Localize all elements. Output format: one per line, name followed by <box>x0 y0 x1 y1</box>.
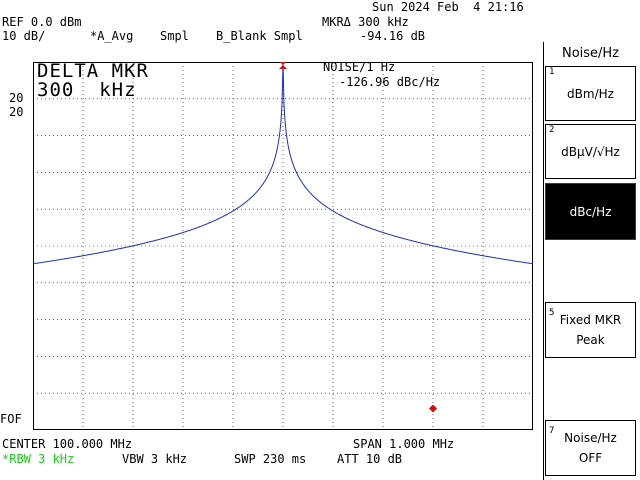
softkey-number: 1 <box>549 67 555 77</box>
spectrum-trace <box>33 62 533 265</box>
softkey-label: Fixed MKR Peak <box>559 313 622 347</box>
softkey-dbm-hz[interactable]: 1 dBm/Hz <box>545 66 636 121</box>
attenuation: ATT 10 dB <box>337 452 403 466</box>
graticule-grid <box>33 62 533 430</box>
rbw: *RBW 3 kHz <box>2 452 75 466</box>
trace-a-status: *A_Avg <box>90 29 134 43</box>
datetime: Sun 2024 Feb 4 21:16 <box>372 0 524 14</box>
trace-a-mode: Smpl <box>160 29 189 43</box>
peak-marker-shape <box>279 62 287 69</box>
delta-marker-icon <box>429 404 437 413</box>
delta-marker-title: DELTA MKR <box>37 60 149 82</box>
softkey-number: 2 <box>549 125 555 135</box>
noise-value: -126.96 dBc/Hz <box>339 75 441 89</box>
softkey-noise-off[interactable]: 7 Noise/Hz OFF <box>545 420 636 476</box>
marker-delta-label: MKRΔ 300 kHz <box>322 15 409 29</box>
scale-per-div: 10 dB/ <box>2 29 46 43</box>
noise-label: NOISE/1 Hz <box>323 60 396 74</box>
span: SPAN 1.000 MHz <box>353 437 455 451</box>
softkey-label: dBµV/√Hz <box>561 144 620 159</box>
softkey-number: 5 <box>549 308 555 318</box>
softkey-menu-title: Noise/Hz <box>561 46 620 61</box>
softkey-fixed-mkr-peak[interactable]: 5 Fixed MKR Peak <box>545 302 636 358</box>
softkey-dbc-hz[interactable]: dBc/Hz <box>545 183 636 240</box>
peak-marker-icon <box>279 62 287 69</box>
left-ref-label-b: 20 <box>9 105 24 119</box>
marker-delta-value: -94.16 dB <box>360 29 426 43</box>
left-fof-label: FOF <box>0 412 22 426</box>
softkey-label: dBc/Hz <box>569 204 612 219</box>
spectrum-display[interactable] <box>33 62 533 430</box>
trace-b-status: B_Blank Smpl <box>216 29 303 43</box>
softkey-label: dBm/Hz <box>567 86 614 101</box>
delta-marker-frequency: 300 kHz <box>37 79 137 101</box>
delta-marker-shape <box>429 404 437 413</box>
center-frequency: CENTER 100.000 MHz <box>2 437 133 451</box>
softkey-label: Noise/Hz OFF <box>564 431 617 465</box>
softkey-dbuv-rthz[interactable]: 2 dBµV/√Hz <box>545 124 636 179</box>
sweep-time: SWP 230 ms <box>234 452 307 466</box>
softkey-panel <box>543 42 640 480</box>
softkey-number: 7 <box>549 426 555 436</box>
left-ref-label-a: 20 <box>9 91 24 105</box>
ref-level: REF 0.0 dBm <box>2 15 82 29</box>
vbw: VBW 3 kHz <box>122 452 188 466</box>
